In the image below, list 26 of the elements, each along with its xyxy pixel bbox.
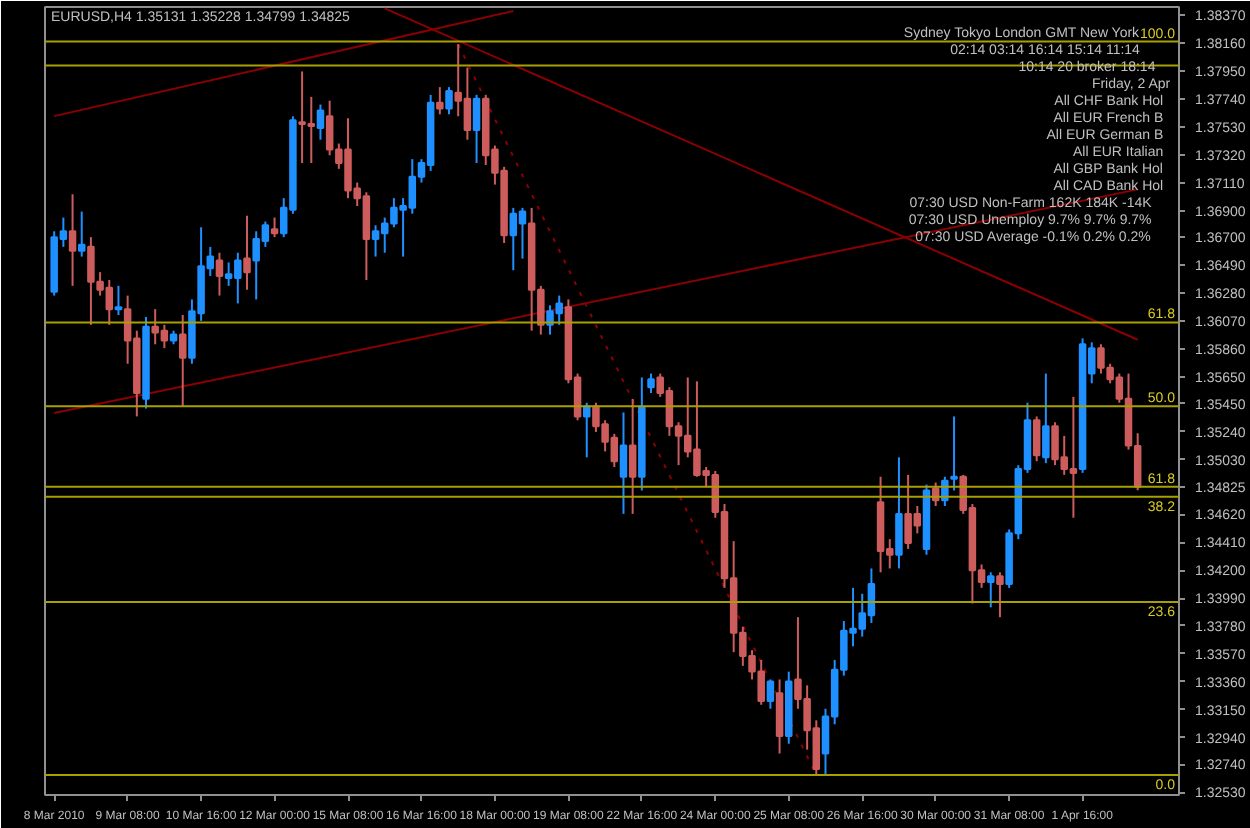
candlestick xyxy=(950,415,958,492)
candlestick xyxy=(518,206,527,260)
candlestick xyxy=(647,372,655,395)
candlestick xyxy=(436,86,444,116)
candlestick xyxy=(628,397,637,515)
candlestick xyxy=(987,571,995,609)
candlestick xyxy=(371,224,380,258)
candlestick xyxy=(316,103,325,141)
candlestick xyxy=(582,401,591,459)
candlestick xyxy=(996,571,1004,619)
candlestick xyxy=(445,86,453,116)
candlestick xyxy=(178,314,187,408)
candlestick xyxy=(775,678,784,755)
candlestick xyxy=(114,284,123,317)
candlestick xyxy=(270,216,279,239)
candlestick xyxy=(1042,372,1050,465)
candlestick xyxy=(1032,415,1041,463)
candlestick xyxy=(243,214,251,291)
candlestick xyxy=(68,193,77,287)
candlestick xyxy=(766,678,775,710)
candlestick xyxy=(895,456,903,570)
candlestick xyxy=(215,251,224,297)
candlestick xyxy=(509,206,518,272)
candlestick xyxy=(619,411,628,515)
candlestick xyxy=(77,210,86,258)
candlestick xyxy=(472,93,481,164)
